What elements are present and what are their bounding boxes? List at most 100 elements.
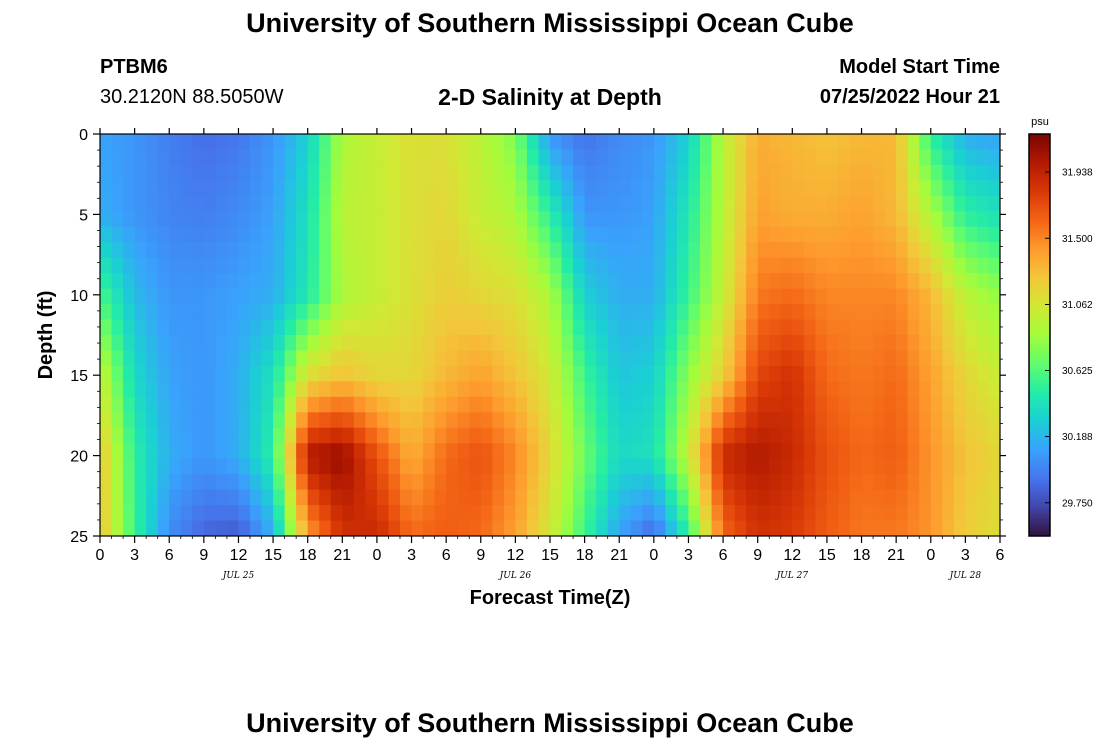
heatmap-cell [665,458,678,475]
heatmap-cell [688,180,701,197]
heatmap-cell [723,273,736,290]
heatmap-cell [365,427,378,444]
heatmap-cell [826,273,840,290]
heatmap-cell [538,149,551,166]
heatmap-cell [930,273,943,290]
heatmap-cell [850,335,863,352]
heatmap-cell [169,134,182,151]
heatmap-cell [215,365,228,382]
heatmap-cell [169,350,182,367]
heatmap-cell [803,443,816,460]
heatmap-cell [988,412,1000,429]
heatmap-cell [734,443,747,460]
heatmap-cell [376,195,390,212]
heatmap-cell [146,180,159,197]
heatmap-cell [642,381,655,398]
heatmap-cell [792,180,805,197]
heatmap-cell [342,458,355,475]
heatmap-cell [723,474,736,491]
heatmap-cell [596,396,609,413]
heatmap-cells [100,134,1000,536]
heatmap-cell [988,273,1000,290]
heatmap-cell [711,412,724,429]
heatmap-cell [400,226,413,243]
heatmap-cell [469,335,482,352]
heatmap-cell [630,164,643,181]
heatmap-cell [896,257,909,274]
heatmap-cell [273,211,286,228]
heatmap-cell [250,226,263,243]
heatmap-cell [388,211,401,228]
heatmap-cell [134,273,147,290]
heatmap-cell [446,273,459,290]
heatmap-cell [503,149,516,166]
heatmap-cell [919,134,932,151]
heatmap-cell [896,396,909,413]
heatmap-cell [838,134,851,151]
heatmap-cell [550,226,563,243]
heatmap-cell [376,505,390,522]
heatmap-cell [665,211,678,228]
heatmap-cell [434,304,447,321]
heatmap-cell [307,474,320,491]
heatmap-cell [850,288,863,305]
heatmap-cell [296,164,309,181]
heatmap-cell [296,396,309,413]
heatmap-cell [238,319,251,336]
heatmap-cell [538,134,551,151]
heatmap-cell [261,242,274,259]
heatmap-cell [376,335,390,352]
heatmap-cell [953,195,966,212]
heatmap-cell [411,365,424,382]
heatmap-cell [203,134,216,151]
heatmap-cell [734,288,747,305]
heatmap-cell [619,350,632,367]
heatmap-cell [988,319,1000,336]
heatmap-cell [942,505,955,522]
heatmap-cell [480,226,493,243]
heatmap-cell [515,520,528,536]
heatmap-cell [561,242,574,259]
heatmap-cell [411,304,424,321]
heatmap-cell [296,304,309,321]
heatmap-cell [503,195,516,212]
colorbar-tick-label: 31.938 [1062,168,1093,179]
heatmap-cell [100,489,113,506]
heatmap-cell [942,458,955,475]
heatmap-cell [492,505,505,522]
heatmap-cell [803,427,816,444]
heatmap-cell [665,164,678,181]
heatmap-cell [965,211,978,228]
heatmap-cell [296,273,309,290]
heatmap-cell [596,164,609,181]
heatmap-cell [423,335,436,352]
heatmap-cell [757,226,770,243]
heatmap-cell [503,505,516,522]
heatmap-cell [896,319,909,336]
heatmap-cell [803,134,816,151]
heatmap-cell [723,381,736,398]
heatmap-cell [815,381,828,398]
heatmap-cell [630,335,643,352]
heatmap-cell [561,412,574,429]
heatmap-cell [803,412,816,429]
heatmap-cell [838,335,851,352]
heatmap-cell [446,226,459,243]
heatmap-cell [342,489,355,506]
heatmap-cell [330,273,343,290]
heatmap-cell [815,489,828,506]
heatmap-cell [942,134,955,151]
heatmap-cell [688,458,701,475]
heatmap-cell [930,505,943,522]
heatmap-cell [226,458,240,475]
heatmap-cell [988,288,1000,305]
heatmap-cell [988,195,1000,212]
heatmap-cell [215,149,228,166]
heatmap-cell [238,257,251,274]
heatmap-cell [734,226,747,243]
heatmap-cell [850,412,863,429]
heatmap-cell [734,304,747,321]
heatmap-cell [319,396,332,413]
heatmap-cell [746,164,759,181]
heatmap-cell [930,520,943,536]
